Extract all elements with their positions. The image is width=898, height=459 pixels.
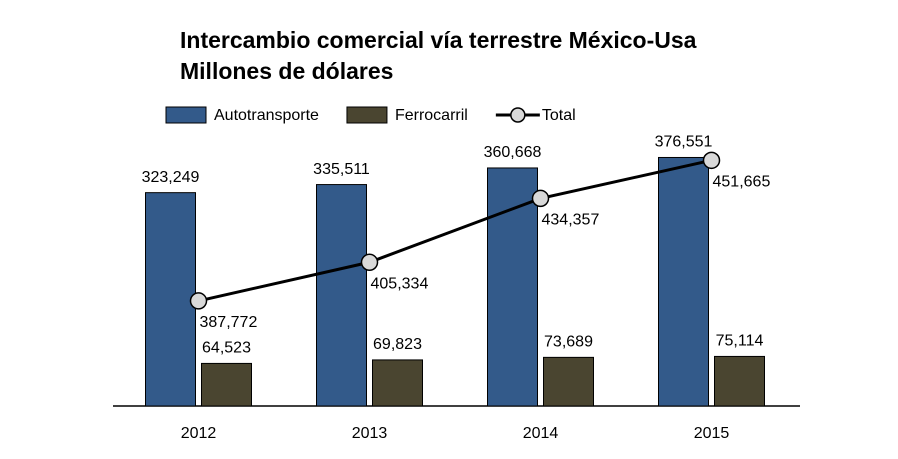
x-tick-label: 2013 — [352, 425, 388, 442]
bar — [543, 356, 594, 407]
bar — [201, 362, 252, 407]
data-label: 405,334 — [371, 275, 429, 292]
data-label: 387,772 — [200, 314, 258, 331]
data-label: 64,523 — [202, 340, 251, 357]
data-label: 451,665 — [713, 174, 771, 191]
legend-swatch — [165, 106, 207, 124]
bar — [372, 359, 423, 407]
legend-label: Ferrocarril — [395, 107, 468, 124]
data-label: 335,511 — [313, 161, 370, 178]
legend-label: Autotransporte — [214, 107, 319, 124]
data-label: 69,823 — [373, 336, 422, 353]
data-label: 323,249 — [142, 169, 200, 186]
data-label: 376,551 — [655, 134, 713, 151]
x-tick-label: 2012 — [181, 425, 217, 442]
legend-swatch — [346, 106, 388, 124]
data-label: 360,668 — [484, 144, 542, 161]
data-label: 434,357 — [542, 212, 600, 229]
chart-subtitle: Millones de dólares — [180, 58, 393, 84]
line-marker — [531, 189, 550, 208]
line-marker — [189, 292, 208, 310]
bar — [316, 184, 367, 407]
legend-marker — [510, 107, 526, 123]
bar — [658, 156, 709, 407]
line-marker — [360, 253, 379, 272]
x-tick-label: 2014 — [523, 425, 559, 442]
x-tick-label: 2015 — [694, 425, 730, 442]
line-marker — [702, 151, 721, 170]
bar — [145, 192, 196, 407]
data-label: 73,689 — [544, 334, 593, 351]
data-label: 75,114 — [716, 333, 764, 350]
line — [198, 158, 712, 303]
bar — [714, 355, 765, 407]
chart-title: Intercambio comercial vía terrestre Méxi… — [180, 27, 697, 53]
legend-label: Total — [542, 107, 576, 124]
